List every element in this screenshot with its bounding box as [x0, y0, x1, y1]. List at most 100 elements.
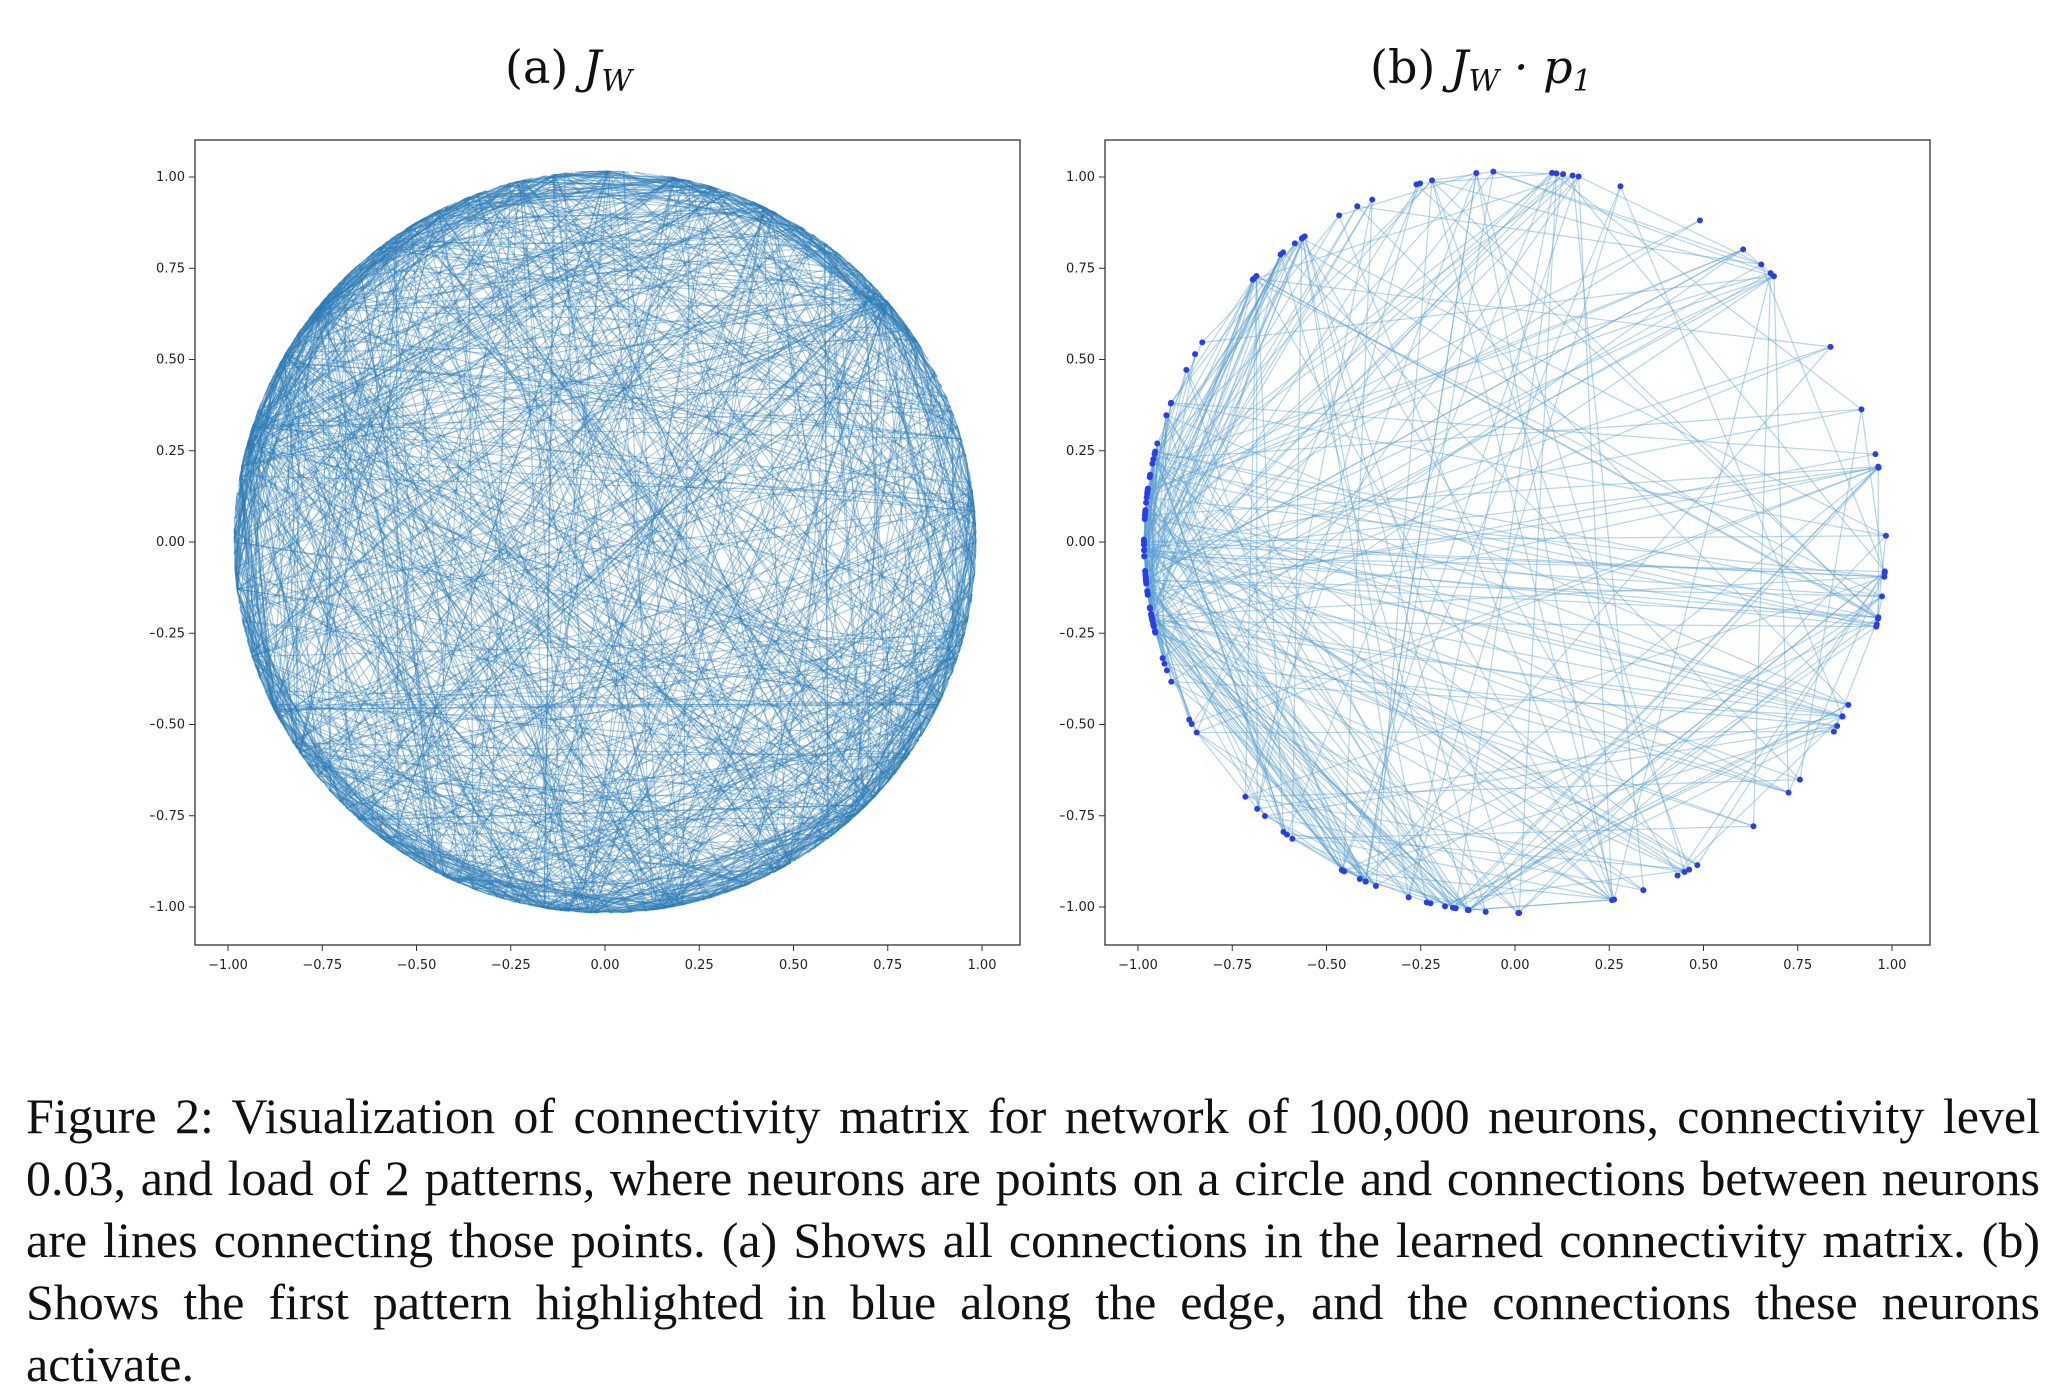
- neuron-point: [1465, 907, 1471, 913]
- neuron-point: [1617, 183, 1623, 189]
- neuron-point: [1483, 909, 1489, 915]
- neuron-point: [1142, 516, 1148, 522]
- neuron-point: [1144, 489, 1150, 495]
- neuron-point: [1163, 412, 1169, 418]
- neuron-point: [1242, 794, 1248, 800]
- neuron-point: [1354, 203, 1360, 209]
- x-tick-label: −0.75: [302, 958, 342, 973]
- panel-a-math: J: [583, 40, 601, 94]
- panel-b-math-sub: W: [1468, 64, 1499, 99]
- neuron-point: [1834, 723, 1840, 729]
- neuron-point: [1840, 713, 1846, 719]
- neuron-point: [1154, 440, 1160, 446]
- neuron-point: [1161, 661, 1167, 667]
- y-tick-label: 0.25: [1066, 444, 1095, 459]
- panel-a-title: (a) JW: [505, 40, 632, 99]
- neuron-point: [1141, 542, 1147, 548]
- neuron-point: [1168, 679, 1174, 685]
- y-tick-label: 0.00: [156, 535, 185, 550]
- y-tick-label: 0.75: [1066, 261, 1095, 276]
- neuron-point: [1336, 212, 1342, 218]
- neuron-point: [1254, 806, 1260, 812]
- y-tick-label: 0.00: [1066, 535, 1095, 550]
- x-tick-label: 0.75: [873, 958, 902, 973]
- neuron-point: [1874, 621, 1880, 627]
- neuron-point: [1145, 592, 1151, 598]
- y-tick-label: 0.75: [156, 261, 185, 276]
- panel-b-math-rest-sub: 1: [1573, 64, 1592, 99]
- neuron-point: [1164, 667, 1170, 673]
- neuron-point: [1250, 277, 1256, 283]
- y-tick-label: −1.00: [150, 900, 185, 915]
- neuron-point: [1284, 832, 1290, 838]
- x-tick-label: 0.25: [1595, 958, 1624, 973]
- x-tick-label: −0.25: [1401, 958, 1441, 973]
- neuron-point: [1142, 568, 1148, 574]
- neuron-point: [1183, 367, 1189, 373]
- neuron-point: [1872, 451, 1878, 457]
- neuron-point: [1152, 628, 1158, 634]
- neuron-point: [1697, 217, 1703, 223]
- y-tick-label: −1.00: [1060, 900, 1095, 915]
- neuron-point: [1442, 903, 1448, 909]
- neuron-point: [1875, 464, 1881, 470]
- neuron-point: [1828, 344, 1834, 350]
- neuron-point: [1858, 406, 1864, 412]
- neuron-point: [1570, 172, 1576, 178]
- panel-b-title: (b) JW · p1: [1370, 40, 1592, 99]
- y-tick-label: 0.50: [156, 353, 185, 368]
- neuron-point: [1363, 879, 1369, 885]
- y-tick-label: 1.00: [1066, 170, 1095, 185]
- neuron-point: [1143, 500, 1149, 506]
- neuron-point: [1797, 777, 1803, 783]
- x-tick-label: 0.50: [1689, 958, 1718, 973]
- neuron-point: [1278, 251, 1284, 257]
- neuron-point: [1831, 729, 1837, 735]
- y-tick-label: 0.50: [1066, 353, 1095, 368]
- neuron-point: [1299, 235, 1305, 241]
- x-tick-label: −1.00: [1118, 958, 1158, 973]
- neuron-point: [1740, 246, 1746, 252]
- neuron-point: [1786, 790, 1792, 796]
- neuron-point: [1369, 197, 1375, 203]
- panel-b-label: (b): [1370, 40, 1435, 94]
- neuron-point: [1560, 171, 1566, 177]
- neuron-point: [1516, 910, 1522, 916]
- x-tick-label: −0.75: [1212, 958, 1252, 973]
- neuron-point: [1192, 351, 1198, 357]
- neuron-point: [1147, 472, 1153, 478]
- neuron-point: [1143, 581, 1149, 587]
- neuron-point: [1262, 813, 1268, 819]
- neuron-point: [1147, 606, 1153, 612]
- neuron-point: [1576, 173, 1582, 179]
- y-tick-label: −0.25: [1060, 626, 1095, 641]
- x-tick-label: −0.25: [491, 958, 531, 973]
- x-tick-label: 0.00: [591, 958, 620, 973]
- x-tick-label: 0.75: [1783, 958, 1812, 973]
- neuron-point: [1292, 240, 1298, 246]
- neuron-point: [1141, 553, 1147, 559]
- figure-caption: Figure 2: Visualization of connectivity …: [26, 1085, 2040, 1395]
- x-tick-label: −0.50: [1307, 958, 1347, 973]
- neuron-point: [1142, 509, 1148, 515]
- x-tick-label: 0.00: [1501, 958, 1530, 973]
- y-tick-label: −0.50: [150, 718, 185, 733]
- neuron-point: [1429, 177, 1435, 183]
- neuron-point: [1424, 899, 1430, 905]
- neuron-point: [1768, 270, 1774, 276]
- x-tick-label: 0.25: [685, 958, 714, 973]
- neuron-point: [1881, 574, 1887, 580]
- chart-b: 1.00 0.75 0.50 0.25 0.00 −0.25 −0.50 −0.75 −1.00…: [1060, 130, 1940, 990]
- neuron-point: [1490, 169, 1496, 175]
- neuron-point: [1186, 717, 1192, 723]
- neuron-point: [1341, 868, 1347, 874]
- neuron-point: [1611, 897, 1617, 903]
- neuron-point: [1406, 894, 1412, 900]
- panel-b-math-rest: · p: [1499, 40, 1572, 94]
- neuron-point: [1141, 547, 1147, 553]
- neuron-point: [1168, 401, 1174, 407]
- neuron-point: [1640, 887, 1646, 893]
- neuron-point: [1373, 883, 1379, 889]
- neuron-point: [1194, 730, 1200, 736]
- neuron-point: [1152, 451, 1158, 457]
